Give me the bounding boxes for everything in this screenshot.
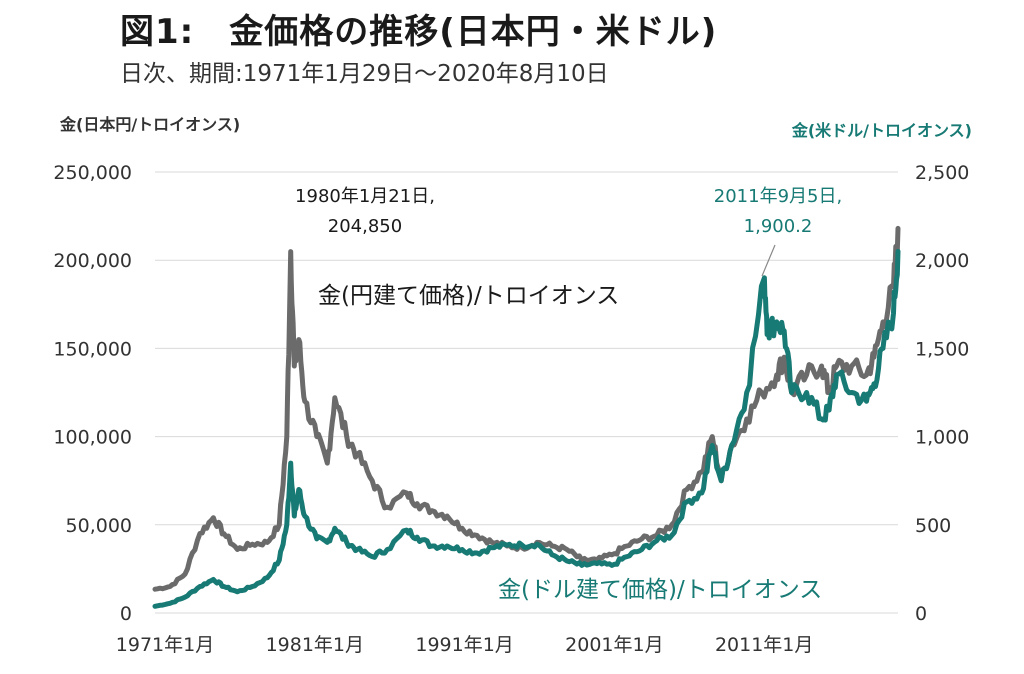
y-left-tick-label: 150,000 <box>53 338 132 360</box>
annotation-jpy-value: 204,850 <box>328 216 402 237</box>
y-right-tick-label: 0 <box>915 603 927 625</box>
x-tick-label: 1981年1月 <box>266 634 364 656</box>
annotation-usd-date: 2011年9月5日, <box>714 186 842 207</box>
y-left-tick-label: 50,000 <box>66 515 132 537</box>
x-tick-label: 2001年1月 <box>565 634 663 656</box>
grid-lines <box>155 171 898 614</box>
chart-title: 図1: 金価格の推移(日本円・米ドル) <box>120 12 718 52</box>
y-left-tick-label: 200,000 <box>53 250 132 272</box>
y-left-tick-label: 250,000 <box>53 162 132 184</box>
right-axis-title: 金(米ドル/トロイオンス) <box>791 121 972 140</box>
annotation-usd-value: 1,900.2 <box>744 216 813 237</box>
chart-subtitle: 日次、期間:1971年1月29日〜2020年8月10日 <box>120 61 609 87</box>
y-right-tick-label: 1,500 <box>915 338 969 360</box>
y-right-tick-label: 1,000 <box>915 427 969 449</box>
series-label-jpy: 金(円建て価格)/トロイオンス <box>318 283 619 309</box>
y-left-tick-label: 100,000 <box>53 427 132 449</box>
y-right-tick-label: 2,000 <box>915 250 969 272</box>
x-tick-label: 2011年1月 <box>715 634 813 656</box>
annotation-jpy-date: 1980年1月21日, <box>295 186 435 207</box>
annotation-usd-leader <box>761 244 776 277</box>
y-left-tick-label: 0 <box>120 603 132 625</box>
x-tick-label: 1971年1月 <box>116 634 214 656</box>
series-label-usd: 金(ドル建て価格)/トロイオンス <box>498 577 822 603</box>
y-right-tick-label: 500 <box>915 515 951 537</box>
series-line-usd <box>152 248 901 609</box>
x-axis-ticks: 1971年1月 1981年1月 1991年1月 2001年1月 2011年1月 <box>116 634 814 656</box>
left-axis-ticks: 0 50,000 100,000 150,000 200,000 250,000 <box>53 162 132 625</box>
right-axis-ticks: 0 500 1,000 1,500 2,000 2,500 <box>915 162 969 625</box>
x-tick-label: 1991年1月 <box>415 634 513 656</box>
y-right-tick-label: 2,500 <box>915 162 969 184</box>
left-axis-title: 金(日本円/トロイオンス) <box>59 115 240 134</box>
